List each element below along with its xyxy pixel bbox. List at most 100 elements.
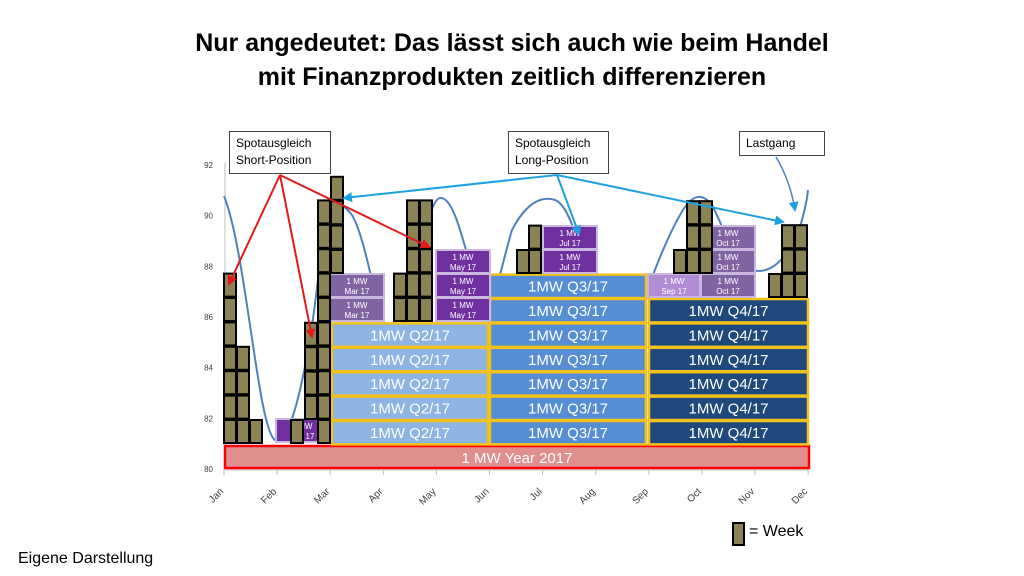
week-block: [406, 248, 420, 274]
callout-lastgang-label: Lastgang: [746, 136, 796, 150]
quarter-block-label: 1MW Q3/17: [528, 327, 608, 344]
x-tick-label: Jun: [472, 486, 491, 505]
x-tick-label: Jul: [528, 486, 545, 503]
quarter-block-label: 1MW Q4/17: [688, 425, 768, 442]
title-line-1: Nur angedeutet: Das lässt sich auch wie …: [195, 29, 829, 57]
week-block: [317, 370, 331, 396]
month-block-label: 1 MW: [718, 277, 739, 286]
month-block-label: Oct 17: [716, 287, 740, 296]
y-tick-label: 84: [204, 364, 213, 373]
callout-short-position: Spotausgleich Short-Position: [229, 131, 331, 174]
week-block: [406, 199, 420, 225]
x-tick-label: Sep: [631, 486, 652, 507]
short-position-arrow: [279, 174, 431, 249]
month-block-label: 1 MW: [718, 229, 739, 238]
week-block: [223, 297, 237, 322]
month-block-label: May 17: [450, 287, 477, 296]
x-tick-label: Aug: [577, 486, 597, 506]
week-block: [673, 249, 687, 274]
quarter-block: [330, 322, 490, 349]
x-tick-label: Nov: [737, 486, 757, 506]
week-block: [249, 419, 263, 444]
quarter-block-label: 1MW Q3/17: [528, 401, 608, 418]
week-block: [317, 345, 331, 371]
week-block: [419, 272, 433, 298]
week-block: [304, 346, 318, 372]
month-block-label: 1 MW: [453, 301, 474, 310]
week-block: [528, 224, 542, 250]
week-block: [330, 224, 344, 250]
month-block-label: Oct 17: [716, 239, 740, 248]
week-block: [290, 419, 304, 444]
week-block: [781, 273, 795, 298]
week-block: [317, 321, 331, 347]
week-block: [317, 199, 331, 225]
week-block: [317, 248, 331, 274]
week-block: [317, 394, 331, 420]
week-block: [516, 249, 530, 274]
month-block-label: Sep 17: [661, 287, 687, 296]
callout-long-line-2: Long-Position: [515, 153, 589, 167]
quarter-block-label: 1MW Q3/17: [528, 376, 608, 393]
title-line-2: mit Finanzprodukten zeitlich differenzie…: [257, 63, 767, 91]
month-block: [542, 225, 598, 250]
quarter-block-label: 1MW Q4/17: [688, 401, 768, 418]
x-tick-label: Dec: [790, 486, 810, 506]
month-block-label: 1 MW: [560, 253, 581, 262]
long-position-arrow: [556, 174, 785, 226]
callout-lastgang: Lastgang: [739, 131, 825, 156]
x-tick-label: Mar: [312, 486, 332, 506]
week-block: [330, 249, 344, 274]
week-block: [794, 248, 808, 274]
quarter-block-label: 1MW Q2/17: [370, 376, 450, 393]
legend-week-swatch: [732, 522, 745, 546]
week-block: [419, 199, 433, 225]
y-tick-label: 88: [204, 262, 213, 271]
week-block: [223, 272, 237, 298]
week-block: [406, 272, 420, 298]
quarter-block-label: 1MW Q2/17: [370, 352, 450, 369]
quarter-block-label: 1MW Q3/17: [528, 425, 608, 442]
month-block-label: May 17: [450, 311, 477, 320]
year-block-label: 1 MW Year 2017: [462, 450, 573, 467]
page-title: Nur angedeutet: Das lässt sich auch wie …: [0, 26, 1024, 94]
week-block: [781, 248, 795, 274]
week-block: [330, 200, 344, 226]
week-block: [236, 394, 250, 420]
month-block-label: 1 MW: [347, 301, 368, 310]
y-tick-label: 90: [204, 212, 213, 221]
week-block: [794, 224, 808, 250]
y-tick-label: 92: [204, 161, 213, 170]
x-tick-label: Feb: [259, 486, 279, 506]
week-block: [317, 419, 331, 444]
x-tick-label: Oct: [685, 486, 704, 505]
callout-short-line-1: Spotausgleich: [236, 136, 312, 150]
callout-long-line-1: Spotausgleich: [515, 136, 591, 150]
x-tick-label: Jan: [207, 486, 226, 505]
month-block-label: Mar 17: [345, 311, 370, 320]
week-block: [528, 249, 542, 274]
month-block-label: 1 MW: [560, 229, 581, 238]
week-block: [393, 297, 407, 322]
month-block-label: Mar 17: [345, 287, 370, 296]
week-block: [406, 297, 420, 322]
week-block: [236, 370, 250, 396]
month-block-label: May 17: [450, 263, 477, 272]
week-block: [223, 345, 237, 371]
y-tick-label: 82: [204, 414, 213, 423]
week-block: [317, 223, 331, 249]
quarter-block-label: 1MW Q4/17: [688, 327, 768, 344]
quarter-block-label: 1MW Q3/17: [528, 352, 608, 369]
callout-short-line-2: Short-Position: [236, 153, 312, 167]
week-block: [330, 175, 344, 201]
quarter-block-label: 1MW Q2/17: [370, 327, 450, 344]
month-block-label: Jul 17: [559, 263, 581, 272]
quarter-block-label: 1MW Q2/17: [370, 425, 450, 442]
week-block: [686, 249, 700, 274]
quarter-block-label: 1MW Q3/17: [528, 303, 608, 320]
long-position-arrow: [342, 174, 558, 203]
week-block: [419, 248, 433, 274]
year-block: [223, 444, 811, 470]
x-tick-label: Apr: [367, 486, 386, 505]
